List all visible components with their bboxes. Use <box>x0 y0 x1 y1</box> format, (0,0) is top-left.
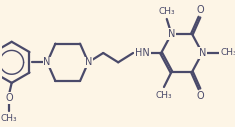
Text: CH₃: CH₃ <box>0 114 17 123</box>
Text: O: O <box>5 93 13 103</box>
Text: N: N <box>85 57 92 67</box>
Text: CH₃: CH₃ <box>220 49 235 58</box>
Text: N: N <box>168 29 175 39</box>
Text: O: O <box>197 5 204 15</box>
Text: CH₃: CH₃ <box>156 91 172 100</box>
Text: O: O <box>197 91 204 101</box>
Text: N: N <box>199 48 206 58</box>
Text: N: N <box>43 57 51 67</box>
Text: CH₃: CH₃ <box>158 7 175 16</box>
Text: HN: HN <box>135 48 150 58</box>
